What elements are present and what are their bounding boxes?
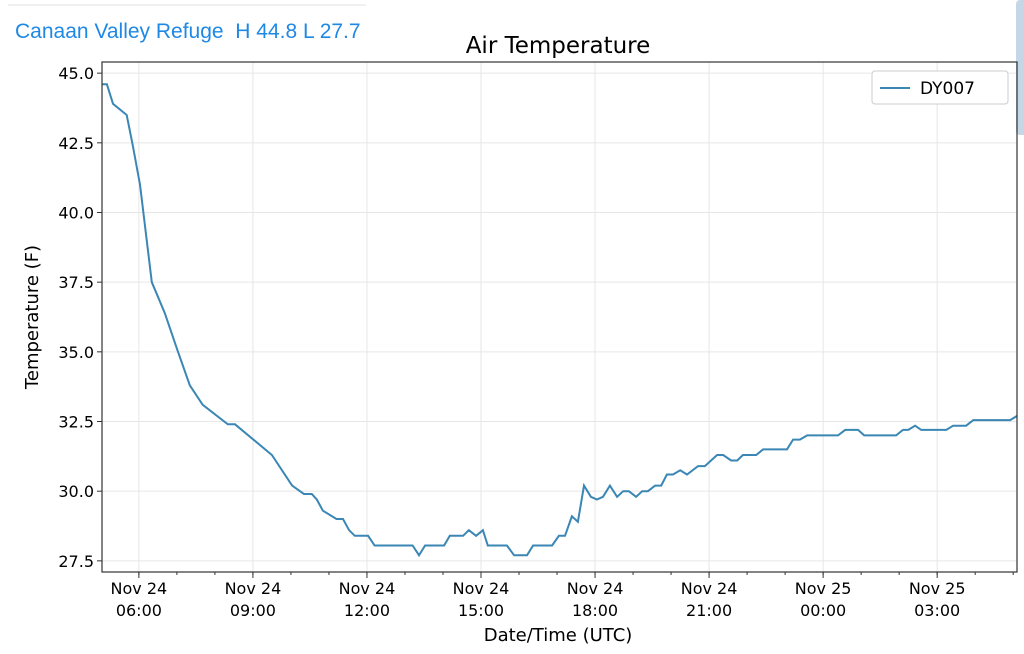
x-tick-label-date: Nov 25 xyxy=(795,579,852,598)
x-axis-label: Date/Time (UTC) xyxy=(484,625,633,646)
legend: DY007 xyxy=(871,70,1009,105)
x-tick-label-date: Nov 24 xyxy=(111,579,168,598)
y-tick-label: 27.5 xyxy=(58,552,94,571)
scroll-edge-handle[interactable] xyxy=(1016,0,1024,135)
series-line-DY007 xyxy=(102,83,1018,558)
x-tick-label-date: Nov 24 xyxy=(567,579,624,598)
chart-title: Air Temperature xyxy=(466,33,651,59)
y-tick-label: 45.0 xyxy=(58,64,94,83)
y-tick-label: 37.5 xyxy=(58,273,94,292)
x-tick-label-date: Nov 24 xyxy=(453,579,510,598)
y-tick-label: 32.5 xyxy=(58,413,94,432)
x-tick-label-date: Nov 25 xyxy=(909,579,966,598)
x-tick-label-date: Nov 24 xyxy=(339,579,396,598)
x-tick-label-date: Nov 24 xyxy=(681,579,738,598)
x-tick-label-time: 09:00 xyxy=(230,601,276,620)
x-tick-label-time: 06:00 xyxy=(116,601,162,620)
y-tick-label: 42.5 xyxy=(58,134,94,153)
y-tick-label: 35.0 xyxy=(58,343,94,362)
y-axis-label: Temperature (F) xyxy=(22,245,43,390)
x-tick-label-time: 15:00 xyxy=(458,601,504,620)
axis-ticks: 27.5 30.0 32.5 35.0 37.5 40.0 42.5 45.0 Nov 24 06… xyxy=(58,64,1014,620)
legend-box xyxy=(871,70,1009,105)
station-summary: Canaan Valley Refuge H 44.8 L 27.7 xyxy=(15,20,361,43)
x-tick-label-time: 21:00 xyxy=(686,601,732,620)
grid xyxy=(102,62,1017,572)
legend-label: DY007 xyxy=(920,79,975,99)
plot-frame xyxy=(101,61,1018,573)
x-tick-label-date: Nov 24 xyxy=(225,579,282,598)
y-tick-label: 30.0 xyxy=(58,482,94,501)
x-tick-label-time: 03:00 xyxy=(914,601,960,620)
x-tick-label-time: 00:00 xyxy=(800,601,846,620)
y-tick-label: 40.0 xyxy=(58,203,94,222)
x-tick-label-time: 18:00 xyxy=(572,601,618,620)
top-divider xyxy=(8,4,366,6)
x-tick-label-time: 12:00 xyxy=(344,601,390,620)
